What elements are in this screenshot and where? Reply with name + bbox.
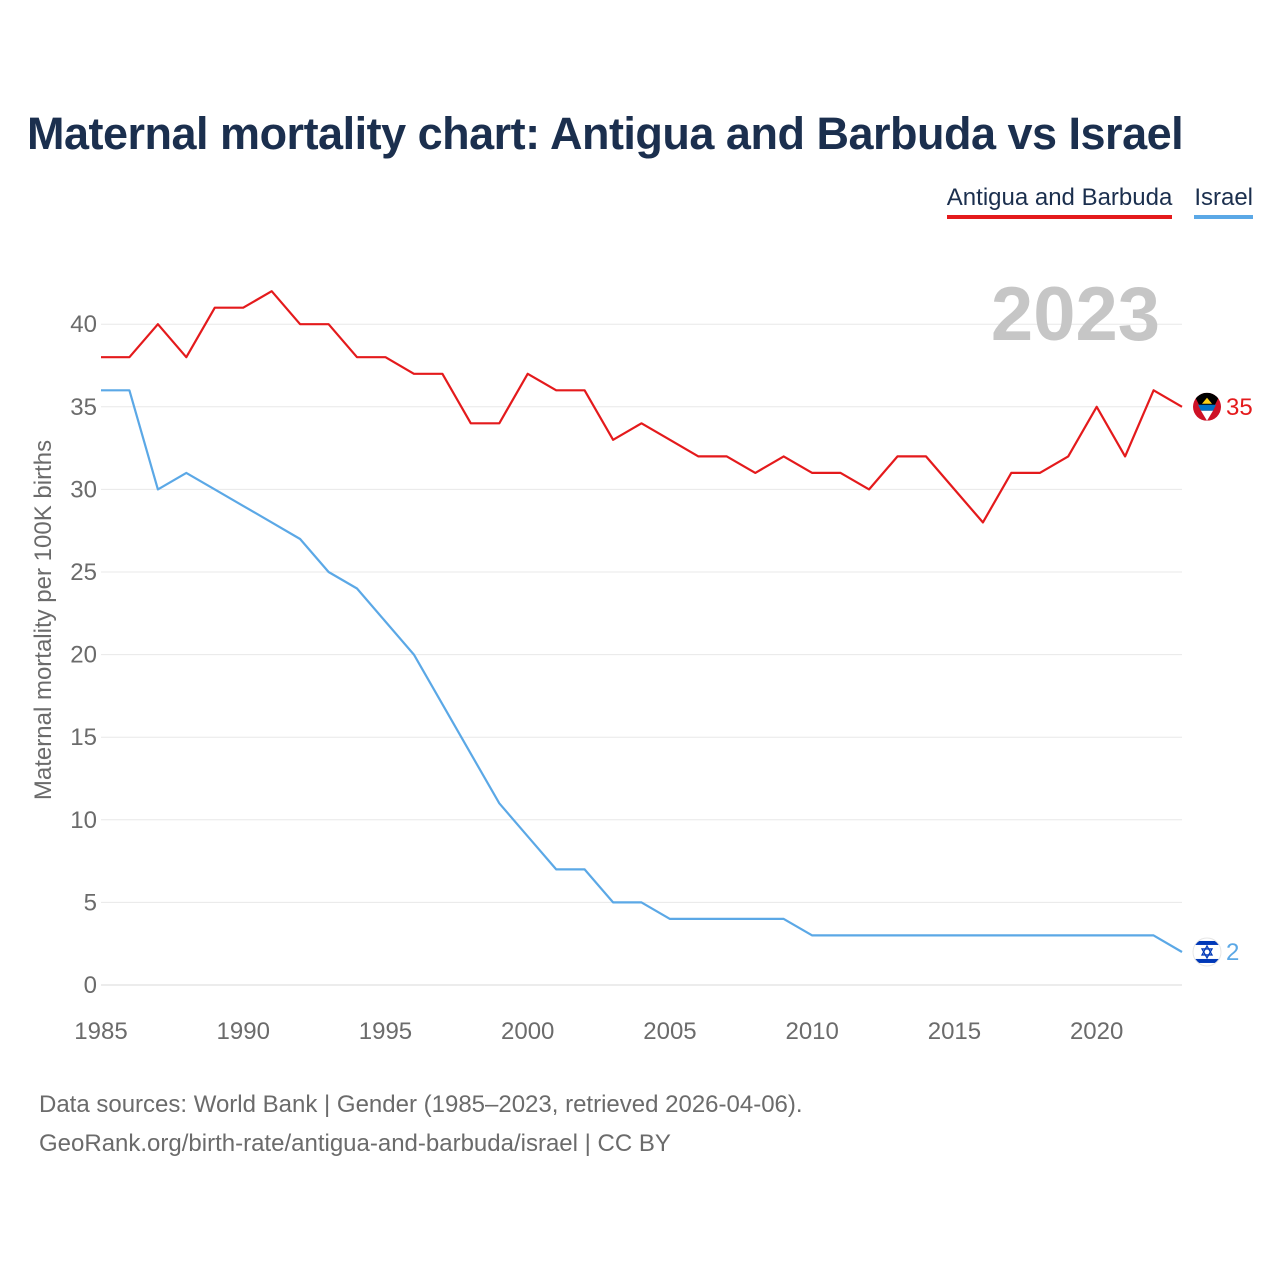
year-label: 2023 xyxy=(991,272,1160,357)
end-markers: 35 2 xyxy=(1192,392,1253,967)
data-source-note: Data sources: World Bank | Gender (1985–… xyxy=(39,1091,803,1118)
y-axis-title: Maternal mortality per 100K births xyxy=(30,440,57,800)
x-tick-label: 2020 xyxy=(1070,1018,1123,1045)
legend: Antigua and Barbuda Israel xyxy=(946,184,1253,219)
x-tick-label: 1985 xyxy=(74,1018,127,1045)
y-tick-label: 25 xyxy=(70,559,97,586)
x-tick-label: 2000 xyxy=(501,1018,554,1045)
israel-end-value: 2 xyxy=(1226,939,1239,966)
antigua-and-barbuda-end-value: 35 xyxy=(1226,394,1253,421)
x-tick-label: 2005 xyxy=(643,1018,696,1045)
chart-title: Maternal mortality chart: Antigua and Ba… xyxy=(27,108,1184,159)
series xyxy=(101,290,1183,953)
series-line-israel[interactable] xyxy=(101,389,1183,953)
y-tick-label: 40 xyxy=(70,311,97,338)
legend-item-israel[interactable]: Israel xyxy=(1194,184,1253,219)
y-axis-ticks: 0 5 10 15 20 25 30 35 40 xyxy=(70,311,97,999)
y-tick-label: 0 xyxy=(84,972,97,999)
x-axis-ticks: 1985 1990 1995 2000 2005 2010 2015 2020 xyxy=(74,1018,1123,1045)
x-tick-label: 1990 xyxy=(217,1018,270,1045)
series-line-antigua-and-barbuda[interactable] xyxy=(101,290,1183,524)
x-tick-label: 2010 xyxy=(785,1018,838,1045)
y-tick-label: 5 xyxy=(84,889,97,916)
footer: Data sources: World Bank | Gender (1985–… xyxy=(39,1085,803,1163)
y-tick-label: 15 xyxy=(70,724,97,751)
antigua-and-barbuda-flag-icon xyxy=(1193,392,1221,421)
legend-item-antigua-and-barbuda[interactable]: Antigua and Barbuda xyxy=(946,184,1173,219)
y-tick-label: 30 xyxy=(70,476,97,503)
source-url: GeoRank.org/birth-rate/antigua-and-barbu… xyxy=(39,1130,671,1157)
y-tick-label: 20 xyxy=(70,642,97,669)
y-tick-label: 10 xyxy=(70,807,97,834)
israel-flag-icon xyxy=(1192,937,1222,967)
x-tick-label: 1995 xyxy=(359,1018,412,1045)
y-tick-label: 35 xyxy=(70,394,97,421)
x-tick-label: 2015 xyxy=(928,1018,981,1045)
